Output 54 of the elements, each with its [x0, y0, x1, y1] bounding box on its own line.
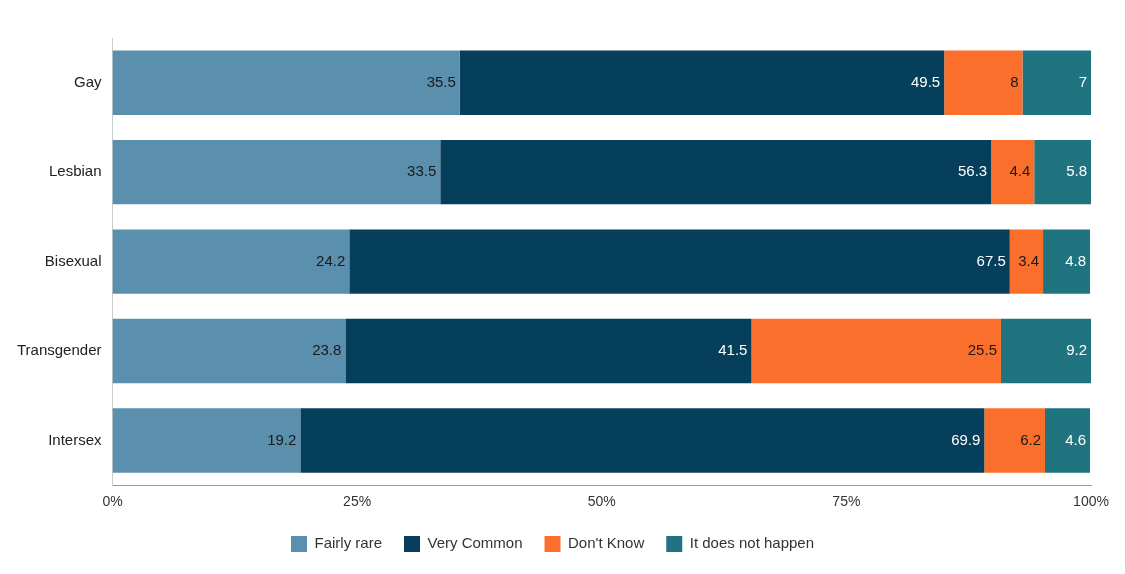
bar: [1000, 318, 1091, 384]
y-tick-label: Gay: [73, 72, 102, 90]
y-tick-label: Lesbian: [48, 162, 102, 180]
legend-label: Don't Know: [568, 534, 645, 552]
x-tick-label: 75%: [832, 493, 861, 510]
bar: [300, 408, 985, 473]
data-label: 41.5: [718, 341, 748, 359]
data-label: 35.5: [426, 72, 456, 90]
x-tick-label: 100%: [1073, 493, 1109, 510]
data-label: 4.6: [1065, 430, 1087, 448]
data-label: 24.2: [316, 251, 346, 269]
bar: [459, 50, 945, 115]
data-label: 19.2: [267, 430, 297, 448]
data-label: 9.2: [1066, 341, 1087, 359]
x-tick-label: 25%: [343, 493, 372, 510]
bar: [349, 229, 1010, 294]
bar: [345, 318, 752, 384]
data-label: 33.5: [407, 162, 437, 180]
bar: [1043, 229, 1091, 294]
bar: [112, 50, 460, 115]
data-label: 4.4: [1009, 162, 1031, 180]
legend-label: It does not happen: [689, 534, 815, 552]
data-label: 25.5: [967, 341, 997, 359]
data-label: 23.8: [312, 341, 342, 359]
data-label: 3.4: [1018, 251, 1040, 269]
bar: [440, 139, 992, 205]
bar: [112, 318, 346, 384]
data-label: 67.5: [976, 251, 1006, 269]
x-tick-label: 0%: [102, 493, 123, 510]
y-tick-label: Transgender: [16, 341, 102, 359]
data-label: 56.3: [957, 162, 988, 180]
bar: [112, 408, 301, 473]
data-label: 8: [1010, 72, 1019, 90]
bar: [1045, 408, 1091, 473]
data-label: 6.2: [1020, 430, 1042, 448]
y-tick-label: Bisexual: [44, 251, 102, 269]
data-label: 49.5: [911, 72, 941, 90]
bar: [1022, 50, 1091, 115]
legend-label: Fairly rare: [314, 534, 382, 552]
bar: [1034, 139, 1091, 205]
bar: [1009, 229, 1044, 294]
data-label: 69.9: [951, 430, 981, 448]
legend-label: Very Common: [427, 534, 523, 552]
bar: [984, 408, 1046, 473]
bar: [112, 229, 350, 294]
data-label: 7: [1078, 72, 1087, 90]
data-label: 4.8: [1065, 251, 1087, 269]
bar: [991, 139, 1035, 205]
y-tick-label: Intersex: [48, 430, 102, 448]
bar: [751, 318, 1001, 384]
data-label: 5.8: [1066, 162, 1087, 180]
bar: [112, 139, 441, 205]
bar: [944, 50, 1023, 115]
x-tick-label: 50%: [587, 493, 616, 510]
